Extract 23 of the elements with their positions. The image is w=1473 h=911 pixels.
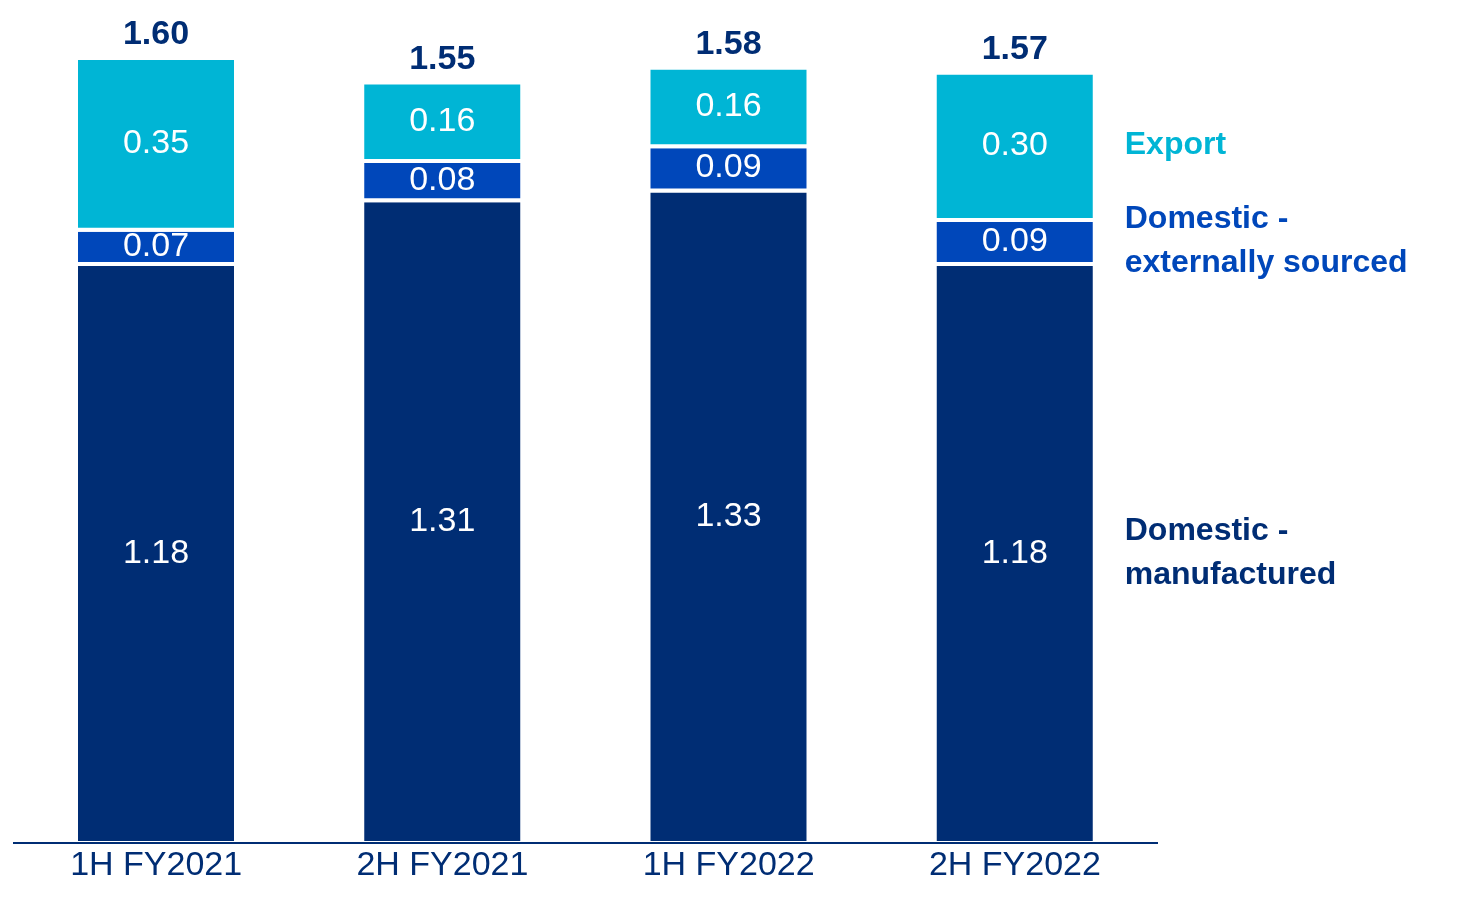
data-label: 0.35 bbox=[122, 121, 190, 160]
data-label: 0.30 bbox=[981, 124, 1048, 163]
data-label: 1.18 bbox=[981, 531, 1048, 570]
series-label: Domestic - manufactured bbox=[1124, 510, 1337, 591]
data-label: 0.09 bbox=[981, 219, 1048, 258]
x-tick-label: 2H FY2022 bbox=[928, 844, 1101, 883]
total-label: 1.55 bbox=[409, 37, 476, 76]
data-label: 1.33 bbox=[695, 494, 762, 533]
data-label: 0.08 bbox=[409, 158, 476, 197]
x-tick-label: 1H FY2022 bbox=[642, 844, 815, 883]
total-label: 1.58 bbox=[695, 22, 762, 61]
total-label: 1.57 bbox=[981, 27, 1048, 66]
data-label: 0.09 bbox=[695, 146, 762, 185]
data-label: 0.16 bbox=[695, 85, 762, 124]
x-tick-label: 2H FY2021 bbox=[356, 844, 529, 883]
data-label: 1.31 bbox=[409, 499, 476, 538]
data-label: 0.16 bbox=[409, 99, 476, 138]
data-label: 1.18 bbox=[122, 531, 190, 570]
series-label: Export bbox=[1124, 125, 1227, 162]
total-label: 1.60 bbox=[122, 13, 190, 51]
data-label: 0.07 bbox=[122, 224, 190, 263]
series-label: Domestic - externally sourced bbox=[1124, 199, 1408, 280]
x-tick-label: 1H FY2021 bbox=[70, 844, 243, 883]
